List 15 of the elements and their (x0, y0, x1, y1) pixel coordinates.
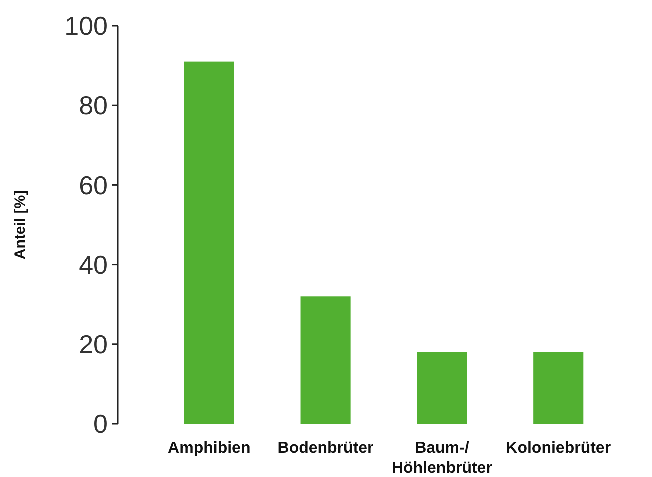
bar (300, 296, 351, 424)
x-tick-label: Amphibien (168, 440, 251, 457)
x-tick-label: Baum-/ Höhlenbrüter (392, 440, 492, 477)
bar (184, 62, 234, 424)
y-axis-title: Anteil [%] (12, 190, 29, 260)
y-tick-label: 40 (79, 250, 108, 280)
bar (534, 352, 584, 424)
y-tick-label: 80 (79, 90, 108, 121)
bar (417, 352, 468, 424)
x-tick-label: Koloniebrüter (506, 440, 612, 457)
x-tick-label: Bodenbrüter (278, 440, 374, 457)
y-tick-label: 100 (64, 11, 108, 42)
y-tick-label: 20 (79, 330, 108, 360)
y-tick-label: 0 (94, 409, 108, 440)
y-tick-label: 60 (79, 170, 108, 200)
